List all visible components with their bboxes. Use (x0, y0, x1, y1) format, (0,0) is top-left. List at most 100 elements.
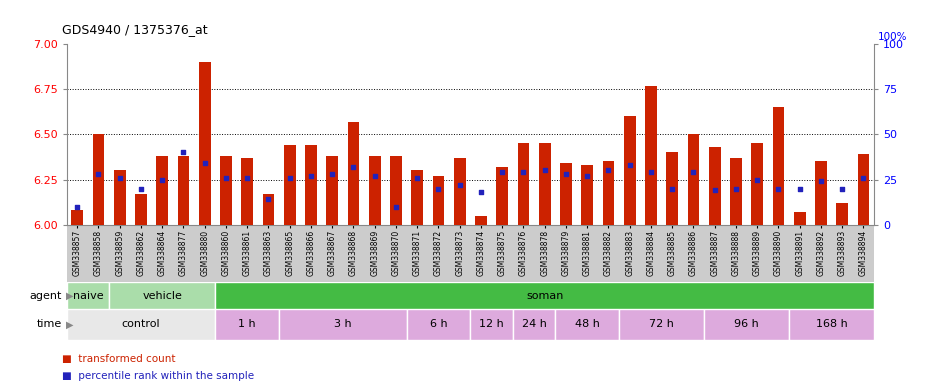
Text: ▶: ▶ (66, 291, 73, 301)
Point (176, 149, 191, 156)
Text: control: control (122, 319, 160, 329)
Bar (518, 144, 529, 225)
Text: GDS4940 / 1375376_at: GDS4940 / 1375376_at (62, 23, 207, 36)
Bar (412, 170, 423, 225)
Bar (327, 156, 338, 225)
Bar (67, 282, 109, 309)
Bar (666, 152, 678, 225)
Point (388, 204, 403, 210)
Bar (512, 309, 555, 340)
Text: 3 h: 3 h (334, 319, 352, 329)
Bar (369, 156, 380, 225)
Point (325, 171, 339, 177)
Point (346, 164, 361, 170)
Point (516, 169, 531, 175)
Bar (836, 203, 848, 225)
Text: 168 h: 168 h (816, 319, 847, 329)
Text: ■  percentile rank within the sample: ■ percentile rank within the sample (62, 371, 254, 381)
Bar (772, 107, 784, 225)
Point (665, 185, 680, 192)
Bar (555, 309, 619, 340)
Bar (645, 86, 657, 225)
Point (91, 171, 105, 177)
Point (537, 167, 552, 174)
Bar (305, 145, 317, 225)
Bar (475, 216, 487, 225)
Point (282, 175, 297, 181)
Bar (561, 163, 572, 225)
Point (133, 185, 148, 192)
Point (729, 185, 744, 192)
Point (835, 185, 850, 192)
Bar (433, 176, 444, 225)
Point (623, 162, 637, 168)
Point (771, 185, 786, 192)
Bar (794, 212, 806, 225)
Text: 24 h: 24 h (522, 319, 547, 329)
Point (474, 189, 488, 195)
Bar (497, 167, 508, 225)
Bar (582, 165, 593, 225)
Bar (454, 158, 465, 225)
Bar (348, 122, 359, 225)
Text: soman: soman (526, 291, 563, 301)
Bar (603, 162, 614, 225)
Text: agent: agent (30, 291, 62, 301)
Bar (815, 162, 827, 225)
Text: 12 h: 12 h (479, 319, 504, 329)
Point (431, 185, 446, 192)
Text: ■  transformed count: ■ transformed count (62, 354, 176, 364)
Bar (109, 282, 216, 309)
Bar (156, 156, 168, 225)
Point (750, 177, 765, 183)
Bar (857, 154, 869, 225)
Point (367, 173, 382, 179)
Bar (704, 309, 789, 340)
Point (240, 175, 254, 181)
Text: 72 h: 72 h (649, 319, 674, 329)
Bar (470, 309, 512, 340)
Point (261, 196, 276, 202)
Bar (92, 134, 105, 225)
Text: 100%: 100% (878, 32, 907, 42)
Bar (687, 134, 699, 225)
Bar (178, 156, 190, 225)
Point (857, 175, 871, 181)
Point (559, 171, 574, 177)
Text: naive: naive (72, 291, 104, 301)
Text: 6 h: 6 h (430, 319, 448, 329)
Point (793, 185, 808, 192)
Text: time: time (37, 319, 62, 329)
Point (218, 175, 233, 181)
Text: vehicle: vehicle (142, 291, 182, 301)
Bar (730, 158, 742, 225)
Bar (263, 194, 275, 225)
Text: 1 h: 1 h (239, 319, 256, 329)
Point (814, 178, 829, 184)
Text: 96 h: 96 h (734, 319, 759, 329)
Bar (407, 309, 470, 340)
Bar (751, 144, 763, 225)
Bar (135, 194, 147, 225)
Bar (199, 62, 211, 225)
Bar (241, 158, 253, 225)
Point (580, 173, 595, 179)
Bar (71, 210, 83, 225)
Bar (216, 309, 279, 340)
Text: 48 h: 48 h (574, 319, 599, 329)
Bar (789, 309, 874, 340)
Bar (279, 309, 407, 340)
Bar (623, 116, 635, 225)
Point (154, 177, 169, 183)
Bar (539, 144, 550, 225)
Bar (619, 309, 704, 340)
Point (303, 173, 318, 179)
Bar (67, 309, 216, 340)
Point (708, 187, 722, 194)
Bar (390, 156, 401, 225)
Point (69, 204, 84, 210)
Bar (220, 156, 232, 225)
Point (686, 169, 701, 175)
Point (452, 182, 467, 188)
Point (495, 169, 510, 175)
